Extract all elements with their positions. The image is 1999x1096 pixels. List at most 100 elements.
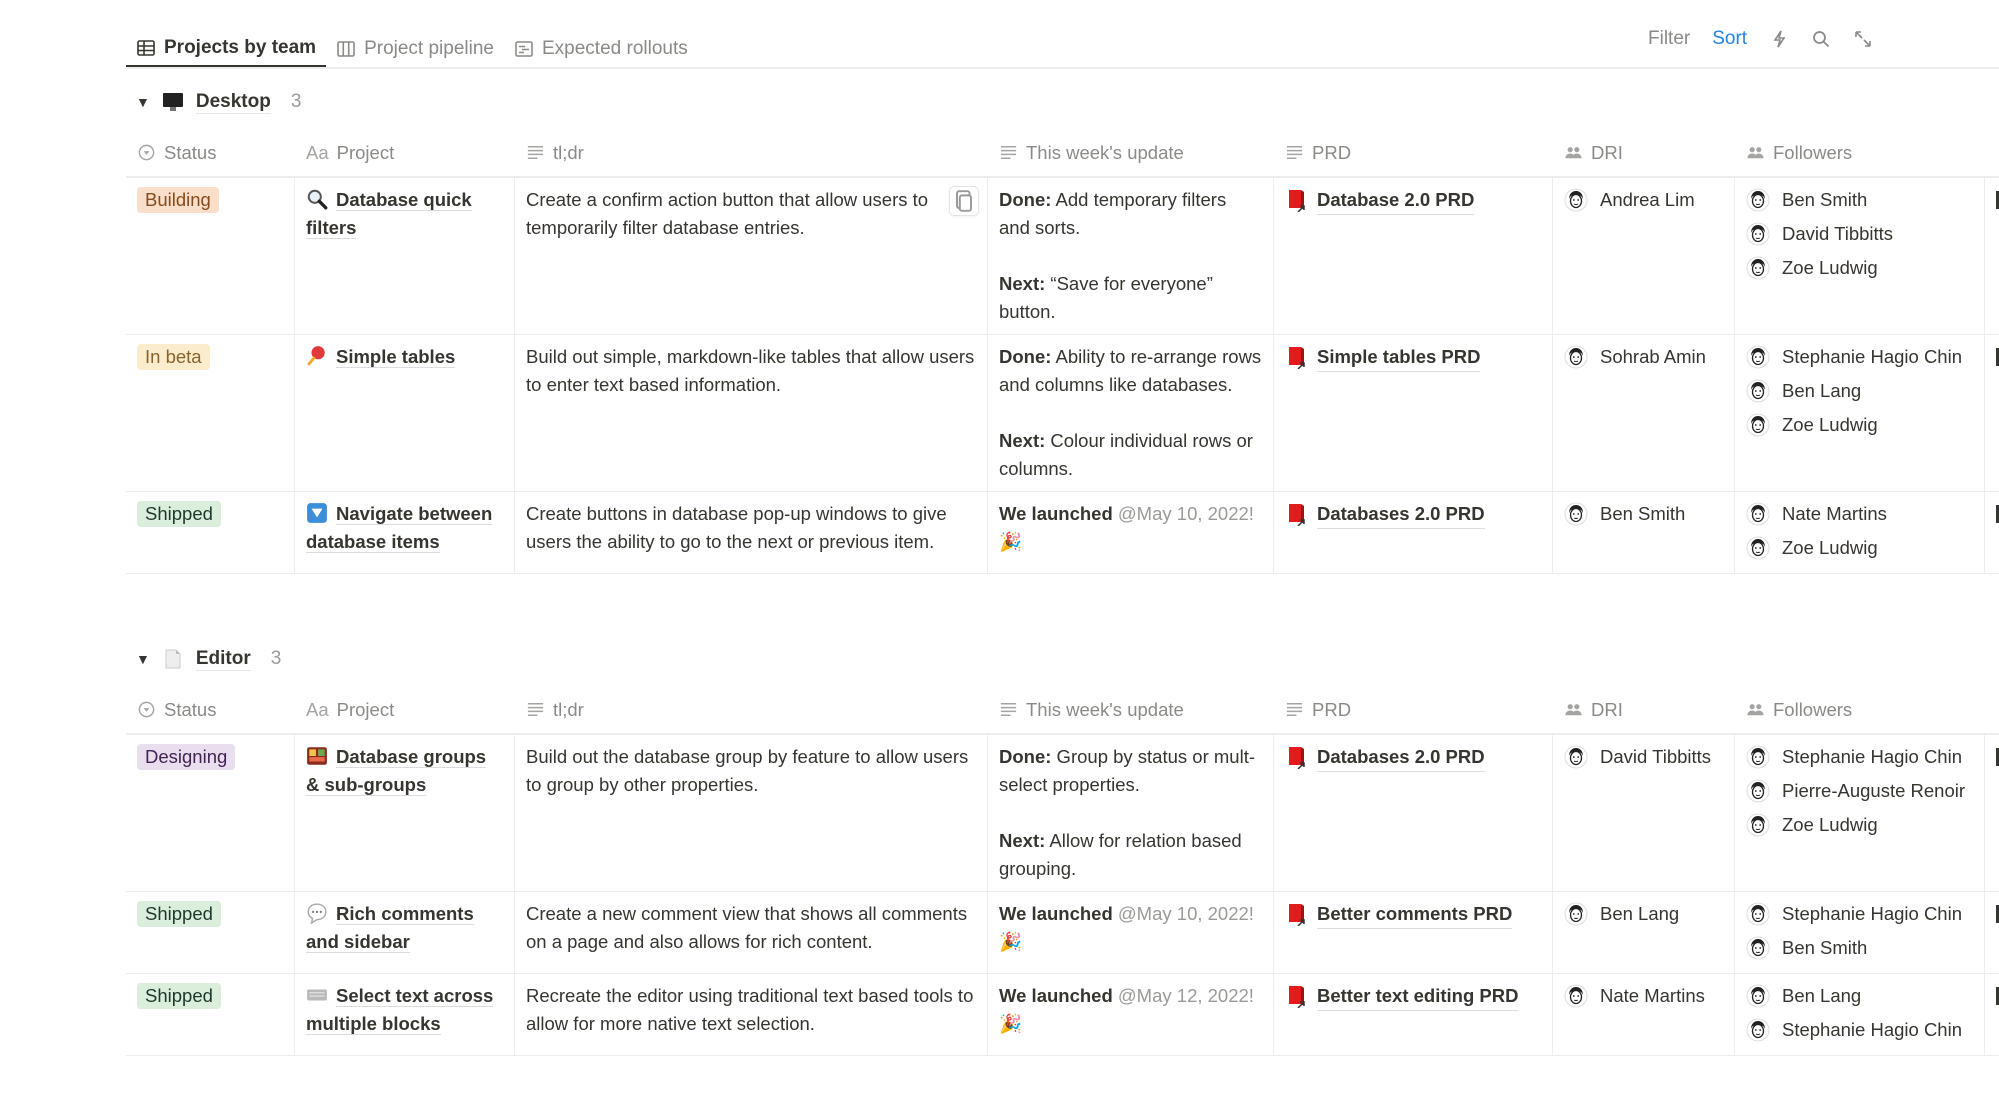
column-header-this-week-s-update[interactable]: This week's update	[988, 686, 1274, 733]
update-cell[interactable]: We launched @May 10, 2022! 🎉	[988, 492, 1274, 573]
update-cell[interactable]: We launched @May 10, 2022! 🎉	[988, 892, 1274, 973]
partial-column-cell[interactable]	[1985, 178, 1999, 334]
followers-cell[interactable]: Stephanie Hagio Chin Pierre-Auguste Renoi…	[1735, 735, 1985, 891]
project-cell[interactable]: Navigate between database items	[295, 492, 515, 573]
project-title-link[interactable]: Database quick filters	[306, 189, 472, 239]
project-title-link[interactable]: Rich comments and sidebar	[306, 903, 474, 953]
status-cell[interactable]: Shipped	[126, 492, 295, 573]
column-header-project[interactable]: Aa Project	[295, 129, 515, 176]
column-header-tl-dr[interactable]: tl;dr	[515, 686, 988, 733]
partial-column-cell[interactable]	[1985, 735, 1999, 891]
table-row[interactable]: In beta Simple tables Build out simple, ma…	[126, 335, 1999, 492]
project-title-link[interactable]: Select text across multiple blocks	[306, 985, 494, 1035]
status-cell[interactable]: Shipped	[126, 974, 295, 1055]
person-chip[interactable]: Ben Smith	[1746, 183, 1973, 217]
person-chip[interactable]: Zoe Ludwig	[1746, 808, 1973, 842]
person-chip[interactable]: Nate Martins	[1746, 497, 1973, 531]
dri-cell[interactable]: Ben Lang	[1553, 892, 1735, 973]
person-chip[interactable]: Andrea Lim	[1564, 183, 1723, 217]
person-chip[interactable]: Ben Lang	[1746, 374, 1973, 408]
tldr-cell[interactable]: Build out simple, markdown-like tables t…	[515, 335, 988, 491]
partial-column-header[interactable]	[1985, 129, 1999, 176]
tldr-cell[interactable]: Create a confirm action button that allo…	[515, 178, 988, 334]
partial-column-cell[interactable]	[1985, 974, 1999, 1055]
filter-button[interactable]: Filter	[1648, 28, 1691, 49]
tab-expected-rollouts[interactable]: Expected rollouts	[504, 22, 698, 68]
prd-link[interactable]: Databases 2.0 PRD	[1285, 500, 1541, 529]
search-icon[interactable]	[1811, 29, 1831, 49]
partial-column-cell[interactable]	[1985, 492, 1999, 573]
project-cell[interactable]: Simple tables	[295, 335, 515, 491]
expand-icon[interactable]	[1853, 29, 1873, 49]
person-chip[interactable]: Nate Martins	[1564, 979, 1723, 1013]
prd-link[interactable]: Better comments PRD	[1285, 900, 1541, 929]
dri-cell[interactable]: Nate Martins	[1553, 974, 1735, 1055]
person-chip[interactable]: Pierre-Auguste Renoir	[1746, 774, 1973, 808]
column-header-dri[interactable]: DRI	[1553, 686, 1735, 733]
status-cell[interactable]: Building	[126, 178, 295, 334]
update-cell[interactable]: Done: Group by status or mult-select pro…	[988, 735, 1274, 891]
tldr-cell[interactable]: Create a new comment view that shows all…	[515, 892, 988, 973]
dri-cell[interactable]: David Tibbitts	[1553, 735, 1735, 891]
project-title-link[interactable]: Navigate between database items	[306, 503, 493, 553]
project-cell[interactable]: Select text across multiple blocks	[295, 974, 515, 1055]
prd-link[interactable]: Database 2.0 PRD	[1285, 186, 1541, 215]
person-chip[interactable]: Ben Lang	[1746, 979, 1973, 1013]
table-row[interactable]: Designing Database groups & sub-groups Bui…	[126, 735, 1999, 892]
copy-button[interactable]	[949, 186, 979, 216]
table-row[interactable]: Building Database quick filters Create a c…	[126, 178, 1999, 335]
person-chip[interactable]: Sohrab Amin	[1564, 340, 1723, 374]
lightning-icon[interactable]	[1769, 29, 1789, 49]
prd-cell[interactable]: Better comments PRD	[1274, 892, 1553, 973]
person-chip[interactable]: Ben Smith	[1564, 497, 1723, 531]
person-chip[interactable]: Stephanie Hagio Chin	[1746, 897, 1973, 931]
prd-cell[interactable]: Databases 2.0 PRD	[1274, 735, 1553, 891]
project-cell[interactable]: Rich comments and sidebar	[295, 892, 515, 973]
column-header-followers[interactable]: Followers	[1735, 686, 1985, 733]
prd-cell[interactable]: Simple tables PRD	[1274, 335, 1553, 491]
project-cell[interactable]: Database groups & sub-groups	[295, 735, 515, 891]
update-cell[interactable]: Done: Add temporary filters and sorts. Ne…	[988, 178, 1274, 334]
followers-cell[interactable]: Ben Lang Stephanie Hagio Chin	[1735, 974, 1985, 1055]
group-header[interactable]: ▼ Desktop 3	[126, 86, 1999, 118]
tldr-cell[interactable]: Recreate the editor using traditional te…	[515, 974, 988, 1055]
group-header[interactable]: ▼ Editor 3	[126, 643, 1999, 675]
person-chip[interactable]: Ben Smith	[1746, 931, 1973, 965]
partial-column-cell[interactable]	[1985, 892, 1999, 973]
update-cell[interactable]: We launched @May 12, 2022! 🎉	[988, 974, 1274, 1055]
followers-cell[interactable]: Stephanie Hagio Chin Ben Lang Zoe Ludwig	[1735, 335, 1985, 491]
prd-cell[interactable]: Database 2.0 PRD	[1274, 178, 1553, 334]
followers-cell[interactable]: Ben Smith David Tibbitts Zoe Ludwig	[1735, 178, 1985, 334]
prd-link[interactable]: Databases 2.0 PRD	[1285, 743, 1541, 772]
person-chip[interactable]: Zoe Ludwig	[1746, 408, 1973, 442]
tldr-cell[interactable]: Build out the database group by feature …	[515, 735, 988, 891]
person-chip[interactable]: Zoe Ludwig	[1746, 531, 1973, 565]
person-chip[interactable]: Zoe Ludwig	[1746, 251, 1973, 285]
prd-cell[interactable]: Databases 2.0 PRD	[1274, 492, 1553, 573]
partial-column-header[interactable]	[1985, 686, 1999, 733]
collapse-caret-icon[interactable]: ▼	[136, 651, 150, 667]
prd-link[interactable]: Simple tables PRD	[1285, 343, 1541, 372]
person-chip[interactable]: Stephanie Hagio Chin	[1746, 1013, 1973, 1047]
tldr-cell[interactable]: Create buttons in database pop-up window…	[515, 492, 988, 573]
person-chip[interactable]: Ben Lang	[1564, 897, 1723, 931]
column-header-prd[interactable]: PRD	[1274, 686, 1553, 733]
date-mention[interactable]: @May 10, 2022!	[1112, 503, 1254, 524]
tab-project-pipeline[interactable]: Project pipeline	[326, 22, 504, 68]
followers-cell[interactable]: Stephanie Hagio Chin Ben Smith	[1735, 892, 1985, 973]
person-chip[interactable]: David Tibbitts	[1746, 217, 1973, 251]
followers-cell[interactable]: Nate Martins Zoe Ludwig	[1735, 492, 1985, 573]
column-header-status[interactable]: Status	[126, 129, 295, 176]
update-cell[interactable]: Done: Ability to re-arrange rows and col…	[988, 335, 1274, 491]
table-row[interactable]: Shipped Navigate between database items Cr…	[126, 492, 1999, 574]
project-title-link[interactable]: Database groups & sub-groups	[306, 746, 487, 796]
table-row[interactable]: Shipped Rich comments and sidebar Create a…	[126, 892, 1999, 974]
person-chip[interactable]: Stephanie Hagio Chin	[1746, 340, 1973, 374]
column-header-dri[interactable]: DRI	[1553, 129, 1735, 176]
status-cell[interactable]: Shipped	[126, 892, 295, 973]
column-header-project[interactable]: Aa Project	[295, 686, 515, 733]
status-cell[interactable]: Designing	[126, 735, 295, 891]
column-header-followers[interactable]: Followers	[1735, 129, 1985, 176]
dri-cell[interactable]: Sohrab Amin	[1553, 335, 1735, 491]
tab-projects-by-team[interactable]: Projects by team	[126, 22, 327, 68]
